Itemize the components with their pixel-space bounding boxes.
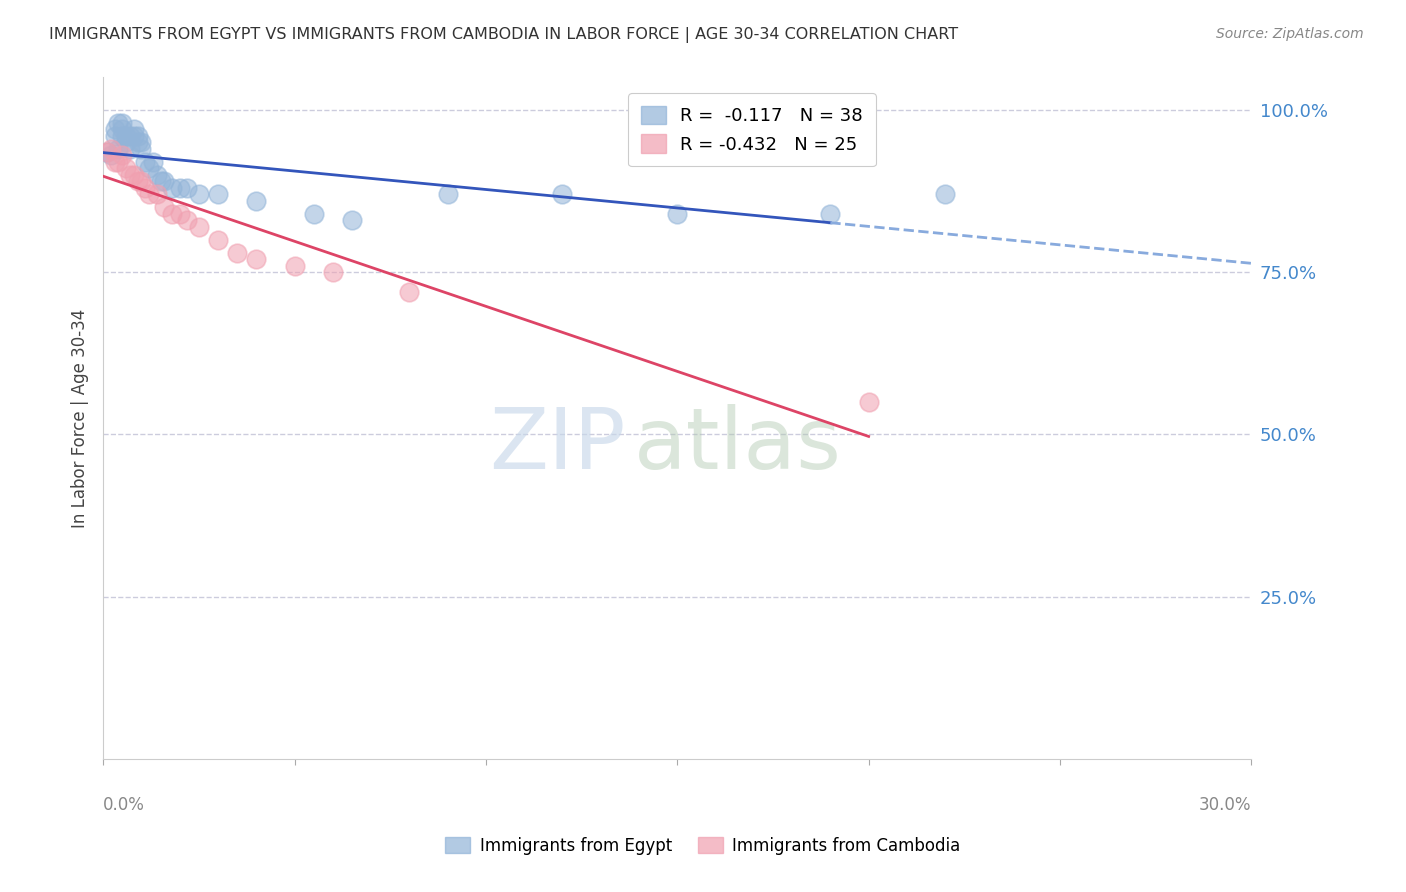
Point (131, 136, 153, 150)
Point (115, 136, 138, 150)
Text: 30.0%: 30.0% (1199, 797, 1251, 814)
Point (115, 161, 138, 176)
Point (160, 207, 183, 221)
Point (138, 161, 160, 176)
Point (226, 245, 249, 260)
Text: atlas: atlas (634, 404, 842, 487)
Point (96, 145, 118, 159)
Point (145, 168, 167, 182)
Point (111, 116, 134, 130)
Point (187, 219, 209, 234)
Point (122, 168, 145, 182)
Text: ZIP: ZIP (489, 404, 626, 487)
Point (149, 174, 172, 188)
Legend: Immigrants from Egypt, Immigrants from Cambodia: Immigrants from Egypt, Immigrants from C… (439, 830, 967, 862)
Point (551, 187, 574, 202)
Point (111, 122, 134, 136)
Point (160, 180, 183, 194)
Point (122, 122, 145, 136)
Point (96, 145, 118, 159)
Point (283, 259, 305, 273)
Point (142, 154, 165, 169)
Point (118, 128, 141, 143)
Point (118, 168, 141, 182)
Point (245, 252, 267, 267)
Point (176, 180, 198, 194)
Point (100, 142, 122, 156)
Point (436, 187, 458, 202)
Point (104, 154, 127, 169)
Point (111, 128, 134, 143)
Point (207, 233, 229, 247)
Point (127, 136, 149, 150)
Point (104, 128, 127, 143)
Point (131, 174, 153, 188)
Y-axis label: In Labor Force | Age 30-34: In Labor Force | Age 30-34 (72, 309, 89, 528)
Point (138, 187, 160, 202)
Point (100, 148, 122, 162)
Point (666, 207, 689, 221)
Point (858, 395, 880, 409)
Point (153, 200, 176, 214)
Point (134, 154, 156, 169)
Point (134, 180, 156, 194)
Point (107, 154, 129, 169)
Point (245, 194, 267, 208)
Point (176, 213, 198, 227)
Point (107, 142, 129, 156)
Point (107, 116, 129, 130)
Point (111, 148, 134, 162)
Point (322, 265, 344, 279)
Point (207, 187, 229, 202)
Point (934, 187, 956, 202)
Point (187, 187, 209, 202)
Point (115, 128, 138, 143)
Legend: R =  -0.117   N = 38, R = -0.432   N = 25: R = -0.117 N = 38, R = -0.432 N = 25 (628, 94, 876, 166)
Point (153, 174, 176, 188)
Text: Source: ZipAtlas.com: Source: ZipAtlas.com (1216, 27, 1364, 41)
Point (340, 213, 363, 227)
Text: IMMIGRANTS FROM EGYPT VS IMMIGRANTS FROM CAMBODIA IN LABOR FORCE | AGE 30-34 COR: IMMIGRANTS FROM EGYPT VS IMMIGRANTS FROM… (49, 27, 959, 43)
Point (145, 187, 167, 202)
Point (820, 207, 842, 221)
Point (118, 142, 141, 156)
Point (131, 142, 153, 156)
Point (398, 285, 420, 299)
Point (122, 128, 145, 143)
Point (169, 207, 191, 221)
Point (302, 207, 325, 221)
Text: 0.0%: 0.0% (103, 797, 145, 814)
Point (169, 180, 191, 194)
Point (127, 174, 149, 188)
Point (127, 128, 149, 143)
Point (104, 122, 127, 136)
